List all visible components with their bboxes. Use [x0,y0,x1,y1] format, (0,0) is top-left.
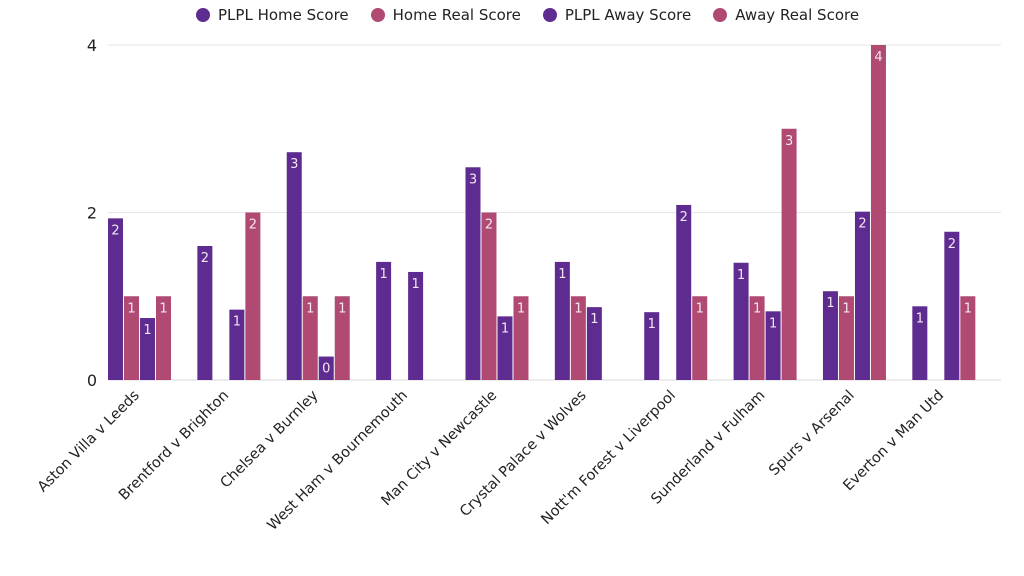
data-label: 1 [558,267,566,282]
legend-label: Away Real Score [735,6,860,24]
legend-swatch-icon [713,8,728,22]
x-tick-label: Chelsea v Burnley [218,387,322,491]
bar[interactable] [497,316,513,380]
legend-label: PLPL Away Score [564,6,692,24]
bar[interactable] [481,212,497,381]
y-axis-ticks: 0 2 4 [87,36,97,390]
data-label: 1 [648,317,656,332]
data-label: 1 [338,301,346,316]
bar[interactable] [302,296,318,380]
bar[interactable] [733,262,749,380]
data-label: 1 [769,316,777,331]
legend-item[interactable]: PLPL Home Score [196,6,349,24]
data-label: 1 [737,268,745,283]
bar[interactable] [854,211,870,380]
bar[interactable] [570,296,586,380]
data-label: 1 [696,301,704,316]
legend-swatch-icon [196,8,210,22]
data-label: 2 [111,223,119,238]
bar[interactable] [554,261,570,380]
data-label: 3 [290,157,298,172]
bar[interactable] [513,296,529,380]
data-label: 2 [249,218,257,233]
data-label: 3 [469,172,477,187]
data-label: 2 [680,210,688,225]
data-label: 1 [842,301,850,316]
bar[interactable] [156,296,171,380]
data-label: 4 [874,50,882,65]
legend-label: PLPL Home Score [218,6,349,24]
bar[interactable] [286,152,302,380]
data-label: 1 [411,277,419,292]
data-label: 1 [964,301,972,316]
data-label: 1 [159,301,167,316]
legend-swatch-icon [542,8,557,22]
x-tick-label: Everton v Man Utd [840,388,947,495]
data-label: 1 [826,296,834,311]
y-tick-label: 4 [87,36,97,55]
data-label: 1 [306,301,314,316]
bar[interactable] [586,307,602,380]
data-label: 1 [501,321,509,336]
y-tick-label: 2 [87,204,97,223]
x-tick-label: West Ham v Bournemouth [265,388,411,534]
bar[interactable] [838,296,854,380]
data-label: 2 [858,217,866,232]
legend-item[interactable]: PLPL Away Score [542,6,692,24]
data-label: 1 [574,301,582,316]
data-label: 2 [485,218,493,233]
data-label: 2 [948,237,956,252]
x-tick-label: Spurs v Arsenal [766,388,857,479]
bar[interactable] [108,218,123,380]
data-label: 1 [233,315,241,330]
bar[interactable] [318,356,334,380]
data-label: 1 [379,267,387,282]
data-label: 0 [322,362,330,377]
bar[interactable] [692,296,708,380]
data-label: 1 [517,301,525,316]
legend-swatch-icon [370,8,385,22]
bar[interactable] [870,45,886,380]
bar[interactable] [334,296,350,380]
bar[interactable] [960,296,976,380]
data-label: 2 [201,251,209,266]
bar[interactable] [781,128,797,380]
bar[interactable] [765,311,781,380]
bar[interactable] [944,231,960,380]
data-label: 3 [785,134,793,149]
data-label: 1 [590,312,598,327]
bar[interactable] [408,271,424,380]
bar[interactable] [676,204,692,380]
y-tick-label: 0 [87,371,97,390]
bar[interactable] [822,291,838,380]
data-label: 1 [143,323,151,338]
bar[interactable] [749,296,765,380]
bar[interactable] [197,246,213,380]
data-label: 1 [916,311,924,326]
legend-item[interactable]: Home Real Score [370,6,521,24]
x-tick-label: Aston Villa v Leeds [35,388,143,496]
bar[interactable] [229,309,245,380]
legend-item[interactable]: Away Real Score [713,6,859,24]
data-label: 1 [753,301,761,316]
legend-label: Home Real Score [392,6,521,24]
bar[interactable] [245,212,261,381]
bar[interactable] [644,312,660,380]
data-label: 1 [127,301,135,316]
bar[interactable] [912,306,928,380]
bar[interactable] [124,296,139,380]
bar[interactable] [376,261,392,380]
chart-legend: PLPL Home Score Home Real Score PLPL Away … [196,4,881,26]
bar[interactable] [140,318,155,380]
bar[interactable] [465,167,481,380]
